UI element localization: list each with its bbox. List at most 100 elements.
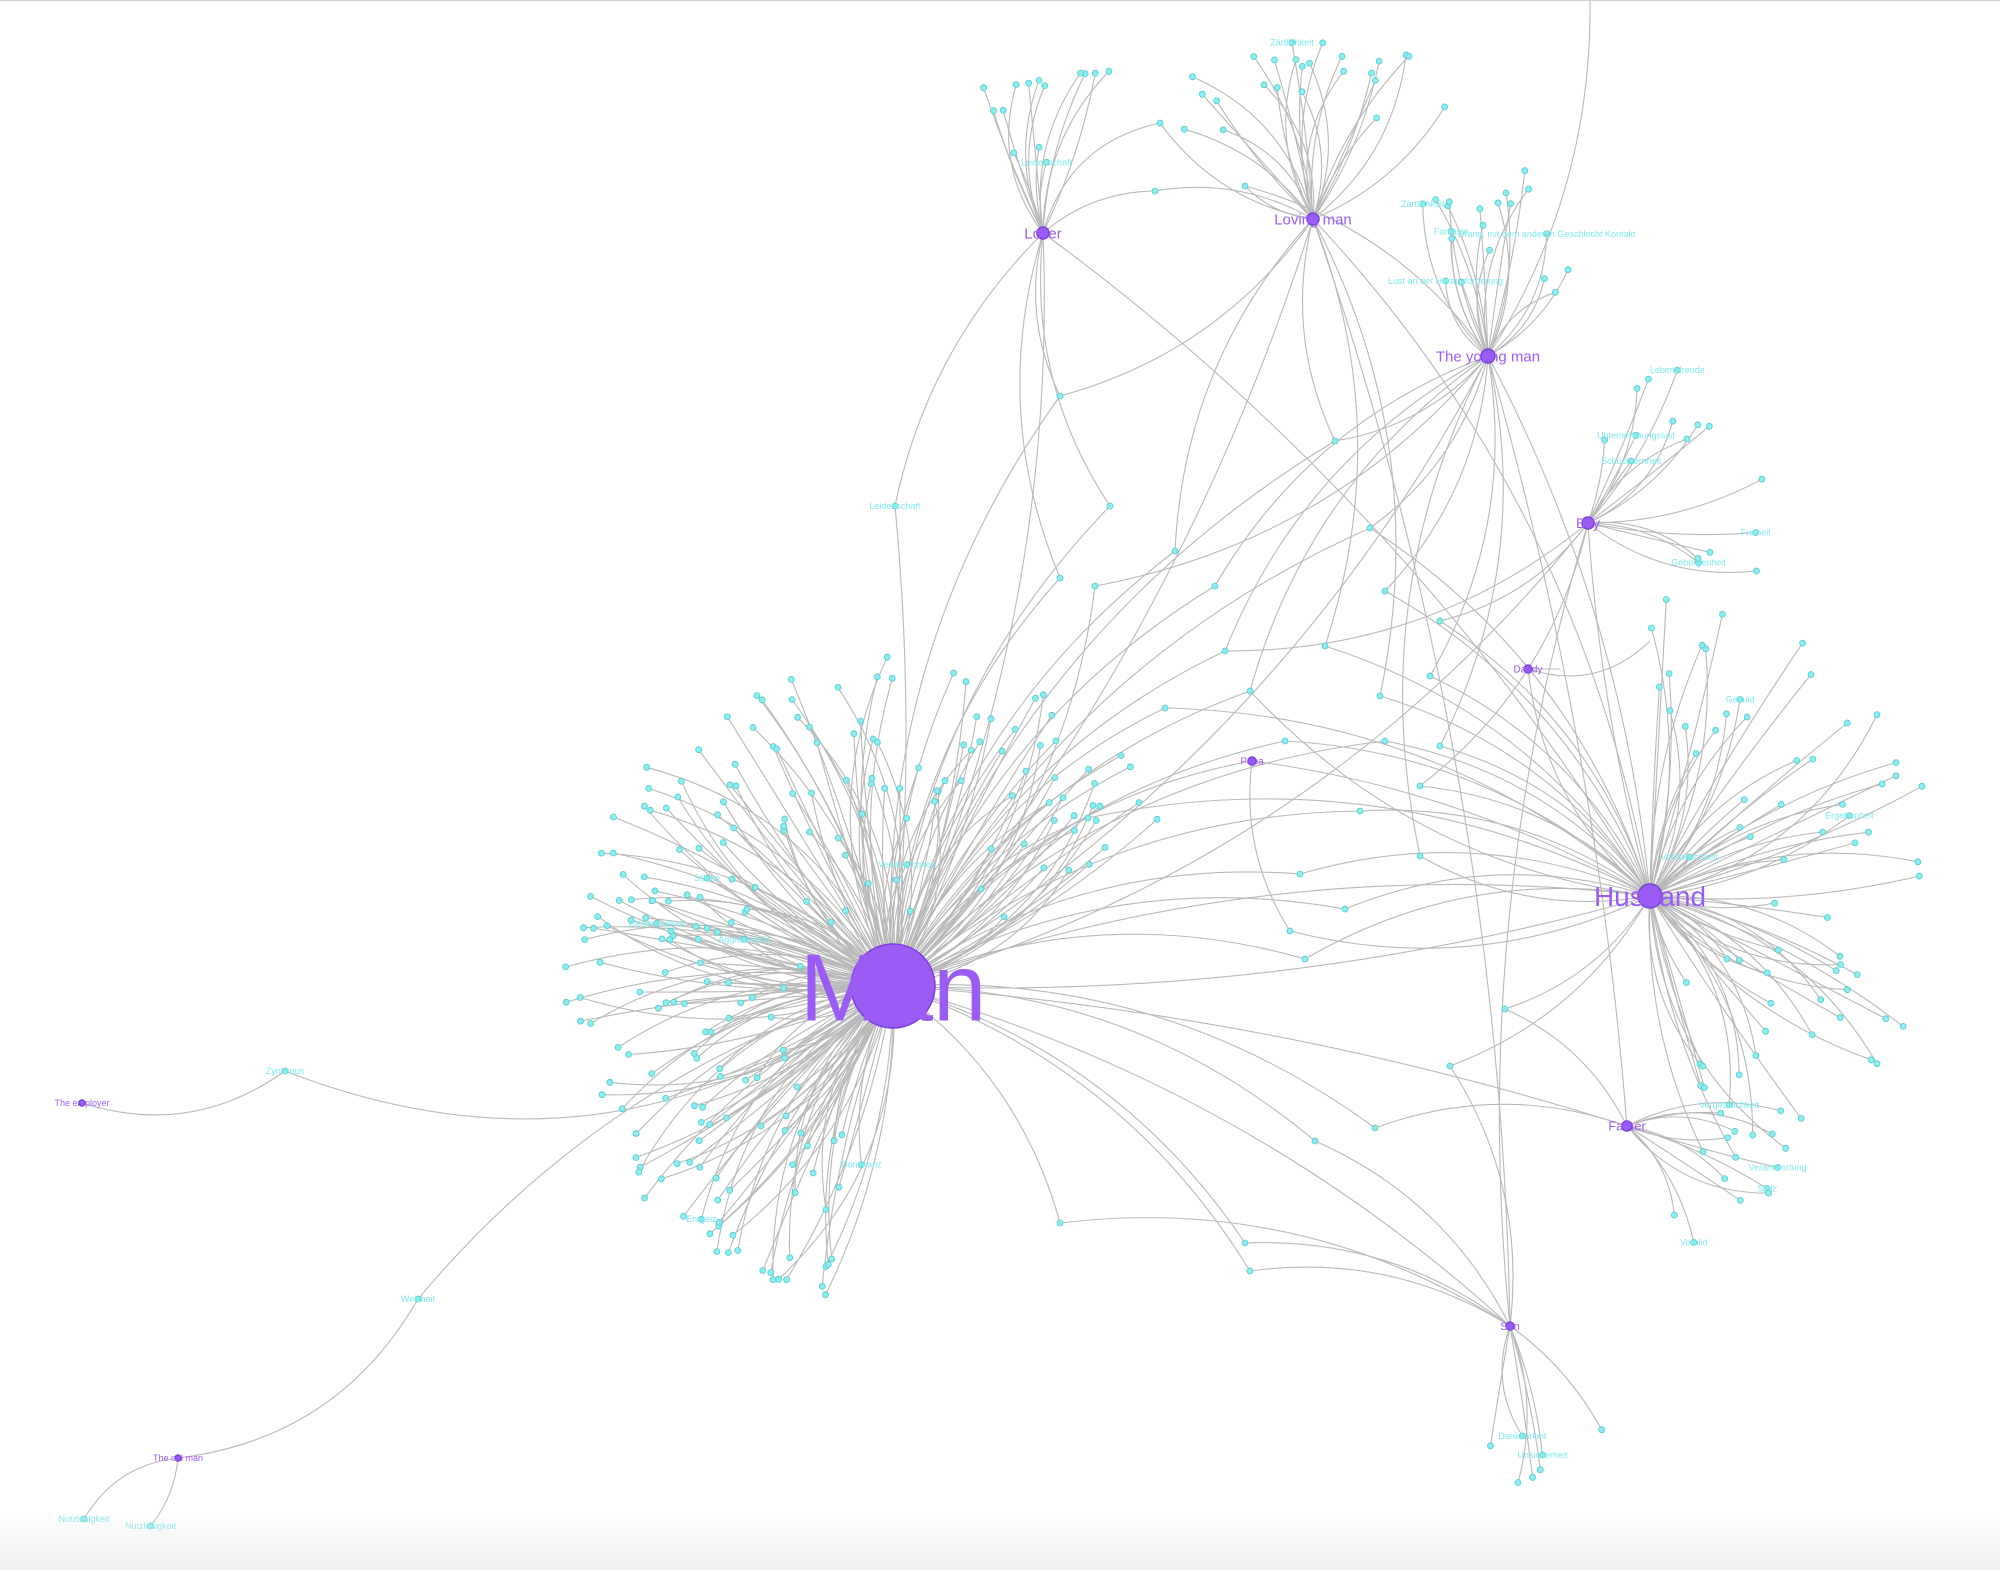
leaf-node[interactable]	[1306, 59, 1313, 67]
leaf-node[interactable]	[781, 815, 789, 823]
leaf-node[interactable]	[1089, 802, 1097, 809]
leaf-node[interactable]	[596, 958, 604, 966]
leaf-dot[interactable]	[1774, 1164, 1781, 1171]
leaf-node[interactable]	[1892, 772, 1900, 780]
leaf-dot[interactable]	[690, 1050, 698, 1057]
leaf-dot[interactable]	[1035, 143, 1043, 151]
leaf-dot[interactable]	[1723, 955, 1731, 963]
leaf-node[interactable]	[1035, 143, 1043, 151]
leaf-node[interactable]	[580, 924, 587, 932]
leaf-dot[interactable]	[712, 1174, 720, 1182]
leaf-dot[interactable]	[1032, 694, 1039, 702]
leaf-node[interactable]	[666, 936, 674, 944]
leaf-dot[interactable]	[414, 1295, 422, 1303]
leaf-node[interactable]	[1405, 52, 1413, 60]
leaf-node[interactable]	[751, 883, 759, 891]
leaf-node[interactable]	[1446, 1062, 1454, 1070]
leaf-node[interactable]	[1051, 774, 1059, 781]
leaf-node[interactable]	[587, 893, 594, 900]
leaf-dot[interactable]	[1525, 185, 1532, 193]
hub-node-husband[interactable]: Husband	[1594, 881, 1706, 912]
leaf-dot[interactable]	[606, 1078, 614, 1086]
leaf-node[interactable]	[707, 1028, 715, 1036]
leaf-node[interactable]	[888, 674, 896, 682]
leaf-dot[interactable]	[1782, 1144, 1790, 1152]
leaf-node[interactable]	[673, 1160, 681, 1168]
leaf-dot[interactable]	[1246, 1267, 1254, 1275]
leaf-node[interactable]	[713, 1248, 721, 1255]
leaf-dot[interactable]	[1809, 755, 1817, 763]
leaf-dot[interactable]	[1056, 574, 1064, 582]
leaf-dot[interactable]	[1338, 52, 1346, 60]
leaf-dot[interactable]	[834, 684, 842, 691]
leaf-dot[interactable]	[873, 673, 881, 681]
hub-node-young-man[interactable]: The young man	[1436, 348, 1540, 365]
leaf-node[interactable]	[1065, 866, 1073, 874]
leaf-node[interactable]	[1768, 1130, 1776, 1138]
leaf-dot[interactable]	[883, 653, 891, 661]
leaf-dot[interactable]	[1319, 39, 1327, 47]
leaf-node[interactable]	[1753, 567, 1760, 575]
leaf-dot[interactable]	[740, 936, 748, 943]
leaf-dot[interactable]	[1529, 1473, 1536, 1481]
leaf-dot[interactable]	[803, 898, 810, 905]
leaf-dot[interactable]	[1371, 77, 1379, 84]
leaf-dot[interactable]	[1843, 719, 1851, 727]
leaf-dot[interactable]	[1321, 642, 1329, 650]
leaf-node[interactable]	[757, 1122, 765, 1130]
leaf-node[interactable]	[1181, 125, 1188, 133]
leaf-node[interactable]	[1368, 69, 1375, 77]
leaf-dot[interactable]	[1416, 782, 1424, 790]
leaf-node[interactable]	[1832, 967, 1840, 975]
leaf-dot[interactable]	[1763, 969, 1771, 977]
leaf-dot[interactable]	[1356, 807, 1364, 815]
leaf-node[interactable]	[1084, 814, 1092, 822]
leaf-node[interactable]: Vergesslichkeit	[1699, 1100, 1760, 1110]
leaf-node[interactable]	[806, 723, 813, 731]
leaf-dot[interactable]	[581, 936, 589, 943]
leaf-dot[interactable]	[619, 871, 627, 878]
leaf-dot[interactable]	[1436, 617, 1444, 625]
leaf-node[interactable]	[643, 763, 651, 771]
leaf-node[interactable]: Weisheit	[401, 1294, 436, 1304]
leaf-dot[interactable]	[1762, 1027, 1770, 1035]
leaf-dot[interactable]	[1799, 639, 1806, 647]
leaf-node[interactable]	[813, 739, 821, 746]
leaf-dot[interactable]	[781, 1127, 789, 1134]
leaf-node[interactable]	[1662, 596, 1670, 603]
leaf-node[interactable]	[598, 1091, 606, 1099]
leaf-node[interactable]	[1865, 828, 1872, 836]
leaf-node[interactable]	[725, 1014, 733, 1022]
leaf-dot[interactable]	[726, 781, 734, 789]
leaf-node[interactable]	[1292, 56, 1300, 63]
leaf-dot[interactable]	[751, 883, 759, 891]
leaf-dot[interactable]	[1246, 687, 1254, 695]
leaf-dot[interactable]	[973, 713, 981, 720]
leaf-dot[interactable]	[794, 713, 801, 721]
leaf-dot[interactable]	[587, 893, 594, 900]
leaf-dot[interactable]	[666, 936, 674, 944]
leaf-node[interactable]	[1780, 856, 1788, 864]
leaf-node[interactable]	[714, 1196, 722, 1204]
leaf-node[interactable]	[1056, 392, 1064, 400]
leaf-node[interactable]: Leidenschaft	[869, 501, 921, 511]
leaf-node[interactable]: Ehrgeiz	[686, 1214, 717, 1224]
leaf-dot[interactable]	[686, 1158, 693, 1166]
leaf-node[interactable]	[1281, 737, 1289, 745]
leaf-dot[interactable]	[706, 1121, 713, 1128]
leaf-node[interactable]	[873, 673, 881, 681]
leaf-node[interactable]	[1682, 979, 1690, 986]
leaf-dot[interactable]	[1598, 1426, 1606, 1434]
leaf-dot[interactable]	[658, 1175, 665, 1183]
leaf-node[interactable]	[1882, 1015, 1890, 1023]
leaf-node[interactable]	[696, 1163, 704, 1171]
leaf-node[interactable]	[1839, 801, 1846, 808]
leaf-dot[interactable]	[697, 1119, 705, 1126]
leaf-node[interactable]	[977, 885, 985, 893]
leaf-node[interactable]	[1161, 704, 1169, 712]
leaf-dot[interactable]	[678, 777, 685, 785]
leaf-node[interactable]	[1699, 1148, 1707, 1155]
leaf-node[interactable]	[722, 1114, 730, 1122]
leaf-node[interactable]	[1035, 77, 1043, 84]
leaf-node[interactable]	[1219, 126, 1227, 134]
